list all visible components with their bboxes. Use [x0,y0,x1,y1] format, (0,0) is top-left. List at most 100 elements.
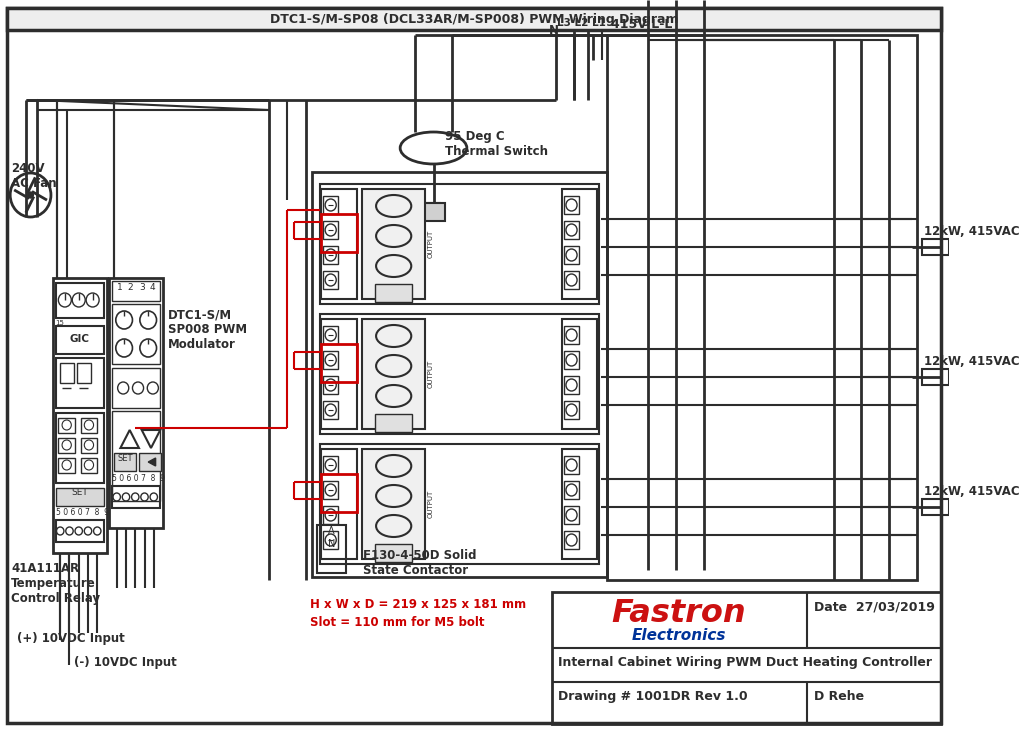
Bar [112,281,160,301]
Bar [60,363,74,383]
Bar [564,326,579,344]
Bar [53,278,106,553]
Text: DTC1-S/M-SP08 (DCL33AR/M-SP008) PWM Wiring Diagram: DTC1-S/M-SP08 (DCL33AR/M-SP008) PWM Wiri… [270,12,679,26]
Bar [324,221,338,239]
Bar [139,453,161,471]
Text: 4: 4 [151,283,156,292]
Bar [81,418,97,433]
Text: Fastron: Fastron [611,599,746,629]
Bar [322,214,356,252]
Bar [324,456,338,474]
Bar [81,438,97,453]
Bar [110,278,163,528]
Bar [324,246,338,264]
Text: 95 Deg C
Thermal Switch: 95 Deg C Thermal Switch [444,130,548,158]
Bar [564,531,579,549]
Bar [422,203,444,221]
Text: OUTPUT: OUTPUT [428,490,434,518]
Bar [112,486,160,508]
Text: DTC1-S/M
SP008 PWM
Modulator: DTC1-S/M SP008 PWM Modulator [168,308,247,351]
Bar [324,196,338,214]
Text: 3: 3 [139,283,144,292]
Bar [7,8,941,30]
Text: 12kW, 415VAC: 12kW, 415VAC [925,355,1020,368]
Bar [922,369,949,385]
Bar [55,283,103,318]
Bar [564,271,579,289]
Bar [112,368,160,408]
Text: 2: 2 [128,283,133,292]
Bar [319,184,599,304]
Bar [562,189,597,299]
Text: (-) 10VDC Input: (-) 10VDC Input [74,656,177,669]
Bar [81,458,97,473]
Bar [55,520,103,542]
Bar [375,414,413,432]
Bar [324,506,338,524]
Text: OUTPUT: OUTPUT [428,230,434,258]
Bar [564,376,579,394]
Bar [362,449,425,559]
Bar [55,488,103,506]
Text: N: N [549,23,559,37]
Bar [324,531,338,549]
Text: D Rehe: D Rehe [814,690,864,703]
Bar [922,499,949,515]
Bar [322,344,356,382]
Bar [564,506,579,524]
Bar [324,326,338,344]
Text: 15: 15 [55,320,65,326]
Text: 415V L-L: 415V L-L [611,18,673,31]
Bar [114,453,136,471]
Circle shape [28,192,34,198]
Bar [564,456,579,474]
Text: GIC: GIC [70,334,90,344]
Bar [319,444,599,564]
Bar [55,326,103,354]
Bar [607,35,918,580]
Text: H x W x D = 219 x 125 x 181 mm: H x W x D = 219 x 125 x 181 mm [310,598,526,611]
Bar [316,525,346,573]
Bar [564,481,579,499]
Text: (+) 10VDC Input: (+) 10VDC Input [16,632,125,645]
Bar [375,284,413,302]
Text: 12kW, 415VAC: 12kW, 415VAC [925,485,1020,498]
Text: SET: SET [118,454,133,463]
Bar [77,363,91,383]
Bar [564,196,579,214]
Bar [322,474,356,512]
Bar [362,189,425,299]
Text: 5 0 6 0 7  8  9: 5 0 6 0 7 8 9 [112,474,165,483]
Bar [324,481,338,499]
Text: Date  27/03/2019: Date 27/03/2019 [814,600,935,613]
Bar [564,401,579,419]
Bar [362,319,425,429]
Bar [112,304,160,364]
Text: 240V
AC Fan: 240V AC Fan [11,162,56,190]
Bar [324,271,338,289]
Bar [322,449,356,559]
Text: F130-4-50D Solid
State Contactor: F130-4-50D Solid State Contactor [364,549,476,577]
Bar [375,544,413,562]
Text: A: A [329,526,335,536]
Bar [552,592,941,724]
Bar [322,189,356,299]
Bar [55,358,103,408]
Bar [562,319,597,429]
Bar [324,401,338,419]
Bar [564,246,579,264]
Text: SET: SET [72,488,88,497]
Text: 5 0 6 0 7  8  9: 5 0 6 0 7 8 9 [55,508,109,517]
Bar [58,458,75,473]
Bar [112,411,160,501]
Bar [58,418,75,433]
Bar [55,413,103,483]
Bar [922,239,949,255]
Bar [322,319,356,429]
Bar [312,172,607,577]
Text: N: N [328,539,335,549]
Text: Internal Cabinet Wiring PWM Duct Heating Controller: Internal Cabinet Wiring PWM Duct Heating… [558,656,932,669]
Bar [319,314,599,434]
Text: Drawing # 1001DR Rev 1.0: Drawing # 1001DR Rev 1.0 [558,690,748,703]
Text: 12kW, 415VAC: 12kW, 415VAC [925,225,1020,238]
